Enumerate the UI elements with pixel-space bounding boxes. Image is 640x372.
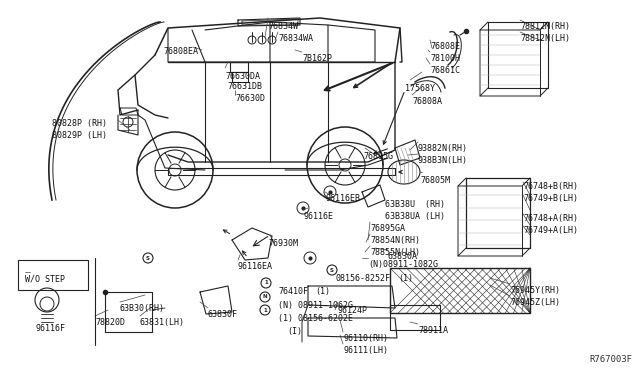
Text: 63B38UA (LH): 63B38UA (LH) bbox=[385, 212, 445, 221]
Text: 76834WA: 76834WA bbox=[278, 34, 313, 43]
Text: 76805M: 76805M bbox=[420, 176, 450, 185]
Text: (I): (I) bbox=[287, 327, 302, 336]
Text: (1): (1) bbox=[398, 274, 413, 283]
Text: 78100H: 78100H bbox=[430, 54, 460, 63]
Text: 63B30(RH): 63B30(RH) bbox=[120, 304, 165, 313]
Text: 76945Y(RH): 76945Y(RH) bbox=[510, 286, 560, 295]
Text: 96124P: 96124P bbox=[338, 306, 368, 315]
Bar bbox=[18, 260, 88, 290]
Text: S: S bbox=[330, 267, 334, 273]
Text: 76749+A(LH): 76749+A(LH) bbox=[523, 226, 578, 235]
Bar bbox=[390, 268, 530, 313]
Text: W/O STEP: W/O STEP bbox=[25, 274, 65, 283]
Text: 938B3N(LH): 938B3N(LH) bbox=[418, 156, 468, 165]
Text: 76630D: 76630D bbox=[235, 94, 265, 103]
Text: 78854N(RH): 78854N(RH) bbox=[370, 236, 420, 245]
Text: 76895G: 76895G bbox=[363, 152, 393, 161]
Text: 78911A: 78911A bbox=[418, 326, 448, 335]
Text: 76748+A(RH): 76748+A(RH) bbox=[523, 214, 578, 223]
Text: 96116EA: 96116EA bbox=[238, 262, 273, 271]
Text: 63830F: 63830F bbox=[208, 310, 238, 319]
Text: 76834W: 76834W bbox=[268, 22, 298, 31]
Text: N: N bbox=[262, 295, 268, 299]
Text: 63831(LH): 63831(LH) bbox=[140, 318, 185, 327]
Text: 1: 1 bbox=[264, 280, 268, 285]
Text: R767003F: R767003F bbox=[589, 355, 632, 364]
Text: 76930M: 76930M bbox=[268, 239, 298, 248]
Text: 17568Y: 17568Y bbox=[405, 84, 435, 93]
Text: 80828P (RH): 80828P (RH) bbox=[52, 119, 107, 128]
Text: 76631DB: 76631DB bbox=[227, 82, 262, 91]
Text: 76410F: 76410F bbox=[278, 287, 308, 296]
Text: 78812M(RH): 78812M(RH) bbox=[520, 22, 570, 31]
Text: 76808E: 76808E bbox=[430, 42, 460, 51]
Text: 96116E: 96116E bbox=[303, 212, 333, 221]
Text: 76749+B(LH): 76749+B(LH) bbox=[523, 194, 578, 203]
Text: 1: 1 bbox=[263, 308, 267, 312]
Text: 78855N(LH): 78855N(LH) bbox=[370, 248, 420, 257]
Text: 96111(LH): 96111(LH) bbox=[343, 346, 388, 355]
Text: 76945Z(LH): 76945Z(LH) bbox=[510, 298, 560, 307]
Text: 7B162P: 7B162P bbox=[302, 54, 332, 63]
Text: 76808A: 76808A bbox=[412, 97, 442, 106]
Text: (1): (1) bbox=[315, 287, 330, 296]
Text: 76895GA: 76895GA bbox=[370, 224, 405, 233]
Text: 93882N(RH): 93882N(RH) bbox=[418, 144, 468, 153]
Text: 96116EB: 96116EB bbox=[325, 194, 360, 203]
Text: 80829P (LH): 80829P (LH) bbox=[52, 131, 107, 140]
Text: (1) 08156-6202E: (1) 08156-6202E bbox=[278, 314, 353, 323]
Text: S: S bbox=[146, 256, 150, 260]
Text: 08156-8252F: 08156-8252F bbox=[336, 274, 391, 283]
Text: 63830A: 63830A bbox=[388, 252, 418, 261]
Text: (N) 08911-1062G: (N) 08911-1062G bbox=[278, 301, 353, 310]
Text: 96116F: 96116F bbox=[35, 324, 65, 333]
Text: 76748+B(RH): 76748+B(RH) bbox=[523, 182, 578, 191]
Text: 78812N(LH): 78812N(LH) bbox=[520, 34, 570, 43]
Text: 76861C: 76861C bbox=[430, 66, 460, 75]
Text: 63B38U  (RH): 63B38U (RH) bbox=[385, 200, 445, 209]
Text: (N)08911-1082G: (N)08911-1082G bbox=[368, 260, 438, 269]
Text: 76630DA: 76630DA bbox=[225, 72, 260, 81]
Text: 96110(RH): 96110(RH) bbox=[343, 334, 388, 343]
Text: 78820D: 78820D bbox=[95, 318, 125, 327]
Text: 76808EA: 76808EA bbox=[163, 47, 198, 56]
